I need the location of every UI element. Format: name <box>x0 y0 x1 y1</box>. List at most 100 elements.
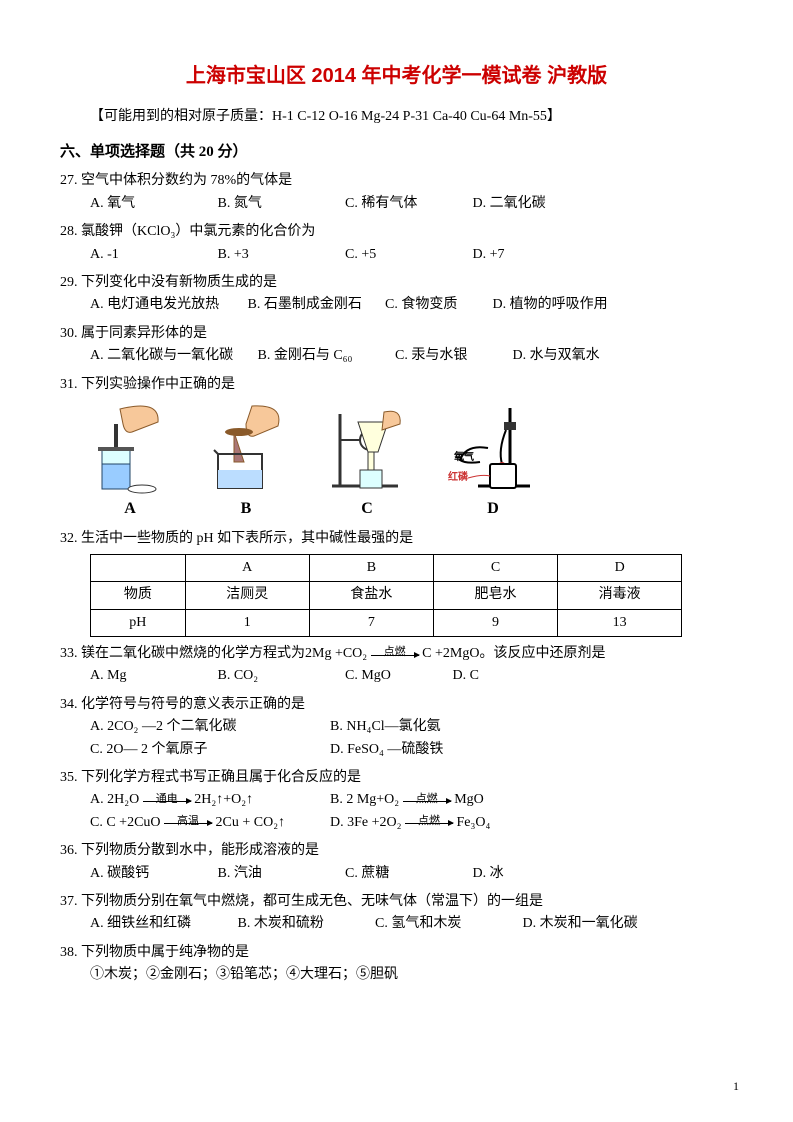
q33-stem-b: C +2MgO。该反应中还原剂是 <box>422 646 605 661</box>
reaction-arrow-icon: 高温 <box>164 817 212 828</box>
q35-A: A. 2H₂O 通电 2H₂↑+O₂↑ <box>90 789 330 811</box>
question-36: 36. 下列物质分散到水中，能形成溶液的是 A. 碳酸钙 B. 汽油 C. 蔗糖… <box>60 840 733 885</box>
q31-label-A: A <box>124 500 136 517</box>
q33-D: D. C <box>453 665 573 687</box>
q31-fig-A: A <box>90 404 170 522</box>
q35-A-r: 2H₂↑+O₂↑ <box>194 792 253 807</box>
q36-B: B. 汽油 <box>218 863 338 885</box>
q35-D-r: Fe₃O₄ <box>457 815 491 830</box>
q38-line: ①木炭；②金刚石；③铅笔芯；④大理石；⑤胆矾 <box>60 964 733 986</box>
atomic-masses: 【可能用到的相对原子质量：H-1 C-12 O-16 Mg-24 P-31 Ca… <box>60 106 733 128</box>
q32-r1-1: 洁厕灵 <box>185 582 309 609</box>
q32-stem: 32. 生活中一些物质的 pH 如下表所示，其中碱性最强的是 <box>60 528 733 550</box>
q30-D: D. 水与双氧水 <box>513 345 663 367</box>
q30-options: A. 二氧化碳与一氧化碳 B. 金刚石与 C₆₀ C. 汞与水银 D. 水与双氧… <box>60 345 733 367</box>
reaction-arrow-icon: 点燃 <box>371 648 419 659</box>
q29-options: A. 电灯通电发光放热 B. 石墨制成金刚石 C. 食物变质 D. 植物的呼吸作… <box>60 294 733 316</box>
q27-A: A. 氧气 <box>90 193 210 215</box>
q35-B-l: B. 2 Mg+O₂ <box>330 792 399 807</box>
q36-A: A. 碳酸钙 <box>90 863 210 885</box>
q37-options: A. 细铁丝和红磷 B. 木炭和硫粉 C. 氢气和木炭 D. 木炭和一氧化碳 <box>60 913 733 935</box>
q32-r2-0: pH <box>91 609 186 636</box>
exam-title: 上海市宝山区 2014 年中考化学一模试卷 沪教版 <box>60 60 733 92</box>
q32-hC: C <box>433 554 557 581</box>
q31-fig-C: C <box>322 404 412 522</box>
q35-A-c: 通电 <box>143 794 191 805</box>
q33-cond: 点燃 <box>371 647 419 658</box>
q32-r1-3: 肥皂水 <box>433 582 557 609</box>
reaction-arrow-icon: 点燃 <box>403 795 451 806</box>
q30-C: C. 汞与水银 <box>395 345 505 367</box>
q28-options: A. -1 B. +3 C. +5 D. +7 <box>60 244 733 266</box>
q34-D: D. FeSO₄ —硫酸铁 <box>330 739 570 761</box>
q36-stem: 36. 下列物质分散到水中，能形成溶液的是 <box>60 840 733 862</box>
q30-A: A. 二氧化碳与一氧化碳 <box>90 345 250 367</box>
q37-A: A. 细铁丝和红磷 <box>90 913 230 935</box>
q32-r1-2: 食盐水 <box>309 582 433 609</box>
q36-C: C. 蔗糖 <box>345 863 465 885</box>
q29-stem: 29. 下列变化中没有新物质生成的是 <box>60 272 733 294</box>
q35-options: A. 2H₂O 通电 2H₂↑+O₂↑ B. 2 Mg+O₂ 点燃 MgO C.… <box>60 789 733 834</box>
q28-D: D. +7 <box>473 244 593 266</box>
q31-figures: A B C <box>90 404 733 522</box>
page-number: 1 <box>733 1077 739 1096</box>
q32-r2-1: 1 <box>185 609 309 636</box>
q38-items: ①木炭；②金刚石；③铅笔芯；④大理石；⑤胆矾 <box>90 964 398 986</box>
reaction-arrow-icon: 通电 <box>143 795 191 806</box>
q27-B: B. 氮气 <box>218 193 338 215</box>
q35-D-c: 点燃 <box>405 816 453 827</box>
q35-stem: 35. 下列化学方程式书写正确且属于化合反应的是 <box>60 767 733 789</box>
q35-C-l: C. C +2CuO <box>90 815 161 830</box>
q29-C: C. 食物变质 <box>385 294 485 316</box>
q33-A: A. Mg <box>90 665 210 687</box>
q33-stem: 33. 镁在二氧化碳中燃烧的化学方程式为2Mg +CO₂ 点燃 C +2MgO。… <box>60 643 733 665</box>
q27-C: C. 稀有气体 <box>345 193 465 215</box>
q35-D: D. 3Fe +2O₂ 点燃 Fe₃O₄ <box>330 812 570 834</box>
q35-B-c: 点燃 <box>403 794 451 805</box>
q30-B: B. 金刚石与 C₆₀ <box>258 345 388 367</box>
question-30: 30. 属于同素异形体的是 A. 二氧化碳与一氧化碳 B. 金刚石与 C₆₀ C… <box>60 323 733 368</box>
q29-A: A. 电灯通电发光放热 <box>90 294 240 316</box>
q33-options: A. Mg B. CO₂ C. MgO D. C <box>60 665 733 687</box>
q31-label-C: C <box>361 500 373 517</box>
q35-C-r: 2Cu + CO₂↑ <box>216 815 286 830</box>
q31-label-D: D <box>487 500 499 517</box>
question-27: 27. 空气中体积分数约为 78%的气体是 A. 氧气 B. 氮气 C. 稀有气… <box>60 170 733 215</box>
q32-table: A B C D 物质 洁厕灵 食盐水 肥皂水 消毒液 pH 1 7 9 13 <box>90 554 682 637</box>
q37-stem: 37. 下列物质分别在氧气中燃烧，都可生成无色、无味气体（常温下）的一组是 <box>60 891 733 913</box>
q37-D: D. 木炭和一氧化碳 <box>523 913 673 935</box>
q37-B: B. 木炭和硫粉 <box>238 913 368 935</box>
question-28: 28. 氯酸钾（KClO₃）中氯元素的化合价为 A. -1 B. +3 C. +… <box>60 221 733 266</box>
q35-C-c: 高温 <box>164 816 212 827</box>
q30-stem: 30. 属于同素异形体的是 <box>60 323 733 345</box>
question-35: 35. 下列化学方程式书写正确且属于化合反应的是 A. 2H₂O 通电 2H₂↑… <box>60 767 733 834</box>
q33-stem-a: 33. 镁在二氧化碳中燃烧的化学方程式为2Mg +CO₂ <box>60 646 367 661</box>
q32-r2-4: 13 <box>558 609 682 636</box>
question-34: 34. 化学符号与符号的意义表示正确的是 A. 2CO₂ —2 个二氧化碳 B.… <box>60 694 733 761</box>
q32-r2-3: 9 <box>433 609 557 636</box>
question-38: 38. 下列物质中属于纯净物的是 ①木炭；②金刚石；③铅笔芯；④大理石；⑤胆矾 <box>60 942 733 987</box>
q32-h0 <box>91 554 186 581</box>
q35-D-l: D. 3Fe +2O₂ <box>330 815 402 830</box>
q33-C: C. MgO <box>345 665 445 687</box>
question-33: 33. 镁在二氧化碳中燃烧的化学方程式为2Mg +CO₂ 点燃 C +2MgO。… <box>60 643 733 688</box>
q28-A: A. -1 <box>90 244 210 266</box>
q29-B: B. 石墨制成金刚石 <box>248 294 378 316</box>
q29-D: D. 植物的呼吸作用 <box>493 294 643 316</box>
q27-options: A. 氧气 B. 氮气 C. 稀有气体 D. 二氧化碳 <box>60 193 733 215</box>
q28-stem: 28. 氯酸钾（KClO₃）中氯元素的化合价为 <box>60 221 733 243</box>
q32-r1-0: 物质 <box>91 582 186 609</box>
question-37: 37. 下列物质分别在氧气中燃烧，都可生成无色、无味气体（常温下）的一组是 A.… <box>60 891 733 936</box>
q34-options: A. 2CO₂ —2 个二氧化碳 B. NH₄Cl—氯化氨 C. 2O— 2 个… <box>60 716 733 761</box>
question-31: 31. 下列实验操作中正确的是 A B <box>60 374 733 522</box>
reaction-arrow-icon: 点燃 <box>405 817 453 828</box>
q32-r1-4: 消毒液 <box>558 582 682 609</box>
q32-hA: A <box>185 554 309 581</box>
q28-C: C. +5 <box>345 244 465 266</box>
q31-fig-B: B <box>206 404 286 522</box>
q35-A-l: A. 2H₂O <box>90 792 139 807</box>
question-29: 29. 下列变化中没有新物质生成的是 A. 电灯通电发光放热 B. 石墨制成金刚… <box>60 272 733 317</box>
q34-B: B. NH₄Cl—氯化氨 <box>330 716 570 738</box>
q35-B: B. 2 Mg+O₂ 点燃 MgO <box>330 789 570 811</box>
q31-fig-D: 氧气 红磷 D <box>448 404 538 522</box>
